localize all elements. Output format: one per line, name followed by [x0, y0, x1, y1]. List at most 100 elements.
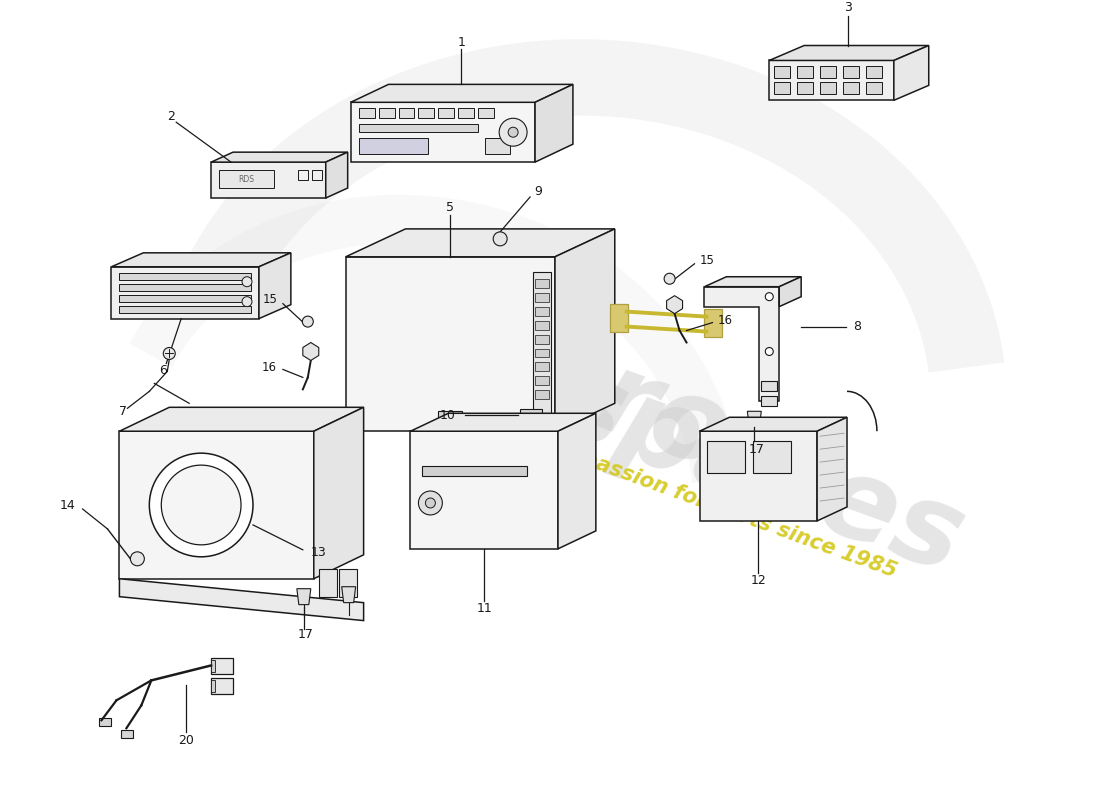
Polygon shape: [326, 152, 348, 198]
Bar: [485, 138, 510, 154]
Polygon shape: [211, 152, 348, 162]
Polygon shape: [120, 431, 314, 578]
Bar: [535, 321, 549, 330]
Bar: [821, 82, 836, 94]
Bar: [359, 138, 428, 154]
Bar: [535, 390, 549, 399]
Bar: [439, 108, 454, 118]
Bar: [535, 349, 549, 358]
Bar: [774, 66, 790, 78]
Bar: [319, 569, 337, 597]
Bar: [211, 661, 216, 673]
Bar: [535, 362, 549, 371]
Circle shape: [766, 347, 773, 355]
Text: 10: 10: [439, 409, 455, 422]
Bar: [821, 66, 836, 78]
Bar: [866, 66, 882, 78]
Text: 8: 8: [852, 320, 861, 333]
Polygon shape: [345, 229, 615, 257]
Polygon shape: [314, 407, 364, 578]
Bar: [535, 306, 549, 316]
Bar: [211, 678, 233, 694]
Polygon shape: [558, 414, 596, 549]
Bar: [439, 411, 462, 426]
Bar: [120, 273, 251, 280]
Polygon shape: [410, 414, 596, 431]
Text: 17: 17: [748, 442, 764, 456]
Bar: [418, 108, 434, 118]
Bar: [761, 396, 778, 406]
Bar: [378, 108, 395, 118]
Text: 16: 16: [262, 361, 277, 374]
Polygon shape: [747, 411, 761, 427]
Circle shape: [426, 498, 436, 508]
Bar: [707, 441, 746, 473]
Bar: [398, 108, 415, 118]
Circle shape: [163, 347, 175, 359]
Bar: [761, 382, 778, 391]
Bar: [120, 284, 251, 290]
Text: 2: 2: [167, 110, 175, 122]
Polygon shape: [704, 277, 801, 286]
Polygon shape: [120, 407, 364, 431]
Bar: [359, 124, 478, 132]
Bar: [422, 466, 527, 476]
Circle shape: [131, 552, 144, 566]
Bar: [754, 441, 791, 473]
Polygon shape: [351, 84, 573, 102]
Circle shape: [664, 274, 675, 284]
Circle shape: [499, 118, 527, 146]
Bar: [535, 377, 549, 386]
Text: 20: 20: [178, 734, 194, 746]
Bar: [535, 278, 549, 288]
Polygon shape: [817, 418, 847, 521]
Bar: [520, 410, 542, 422]
Bar: [359, 108, 375, 118]
Bar: [478, 108, 494, 118]
Polygon shape: [700, 431, 817, 521]
Polygon shape: [769, 46, 928, 61]
Text: RDS: RDS: [238, 174, 254, 183]
Bar: [219, 170, 274, 188]
Bar: [774, 82, 790, 94]
Text: 16: 16: [717, 314, 733, 327]
Bar: [120, 294, 251, 302]
Text: 6: 6: [160, 364, 167, 377]
Polygon shape: [211, 162, 326, 198]
Bar: [843, 82, 859, 94]
Polygon shape: [342, 586, 355, 602]
Polygon shape: [769, 61, 894, 100]
Text: 14: 14: [59, 499, 76, 513]
Bar: [120, 306, 251, 313]
Polygon shape: [535, 84, 573, 162]
Text: 3: 3: [844, 1, 851, 14]
Text: a passion for parts since 1985: a passion for parts since 1985: [559, 441, 900, 581]
Polygon shape: [302, 342, 319, 361]
Bar: [298, 170, 308, 180]
Bar: [798, 66, 813, 78]
Polygon shape: [779, 277, 801, 306]
Bar: [99, 718, 111, 726]
Bar: [339, 569, 356, 597]
Bar: [843, 66, 859, 78]
Text: 15: 15: [700, 254, 714, 267]
Bar: [534, 272, 551, 416]
Bar: [866, 82, 882, 94]
Text: euro: euro: [433, 289, 747, 494]
Circle shape: [150, 453, 253, 557]
Bar: [211, 658, 233, 674]
Text: 1: 1: [458, 36, 465, 49]
Bar: [798, 82, 813, 94]
Text: 5: 5: [447, 202, 454, 214]
Bar: [121, 730, 133, 738]
Circle shape: [242, 277, 252, 286]
Bar: [311, 170, 322, 180]
Polygon shape: [667, 296, 683, 314]
Polygon shape: [700, 418, 847, 431]
Circle shape: [766, 293, 773, 301]
Polygon shape: [111, 253, 290, 266]
Circle shape: [242, 297, 252, 306]
Text: 15: 15: [263, 293, 278, 306]
Polygon shape: [556, 229, 615, 431]
Polygon shape: [345, 257, 556, 431]
